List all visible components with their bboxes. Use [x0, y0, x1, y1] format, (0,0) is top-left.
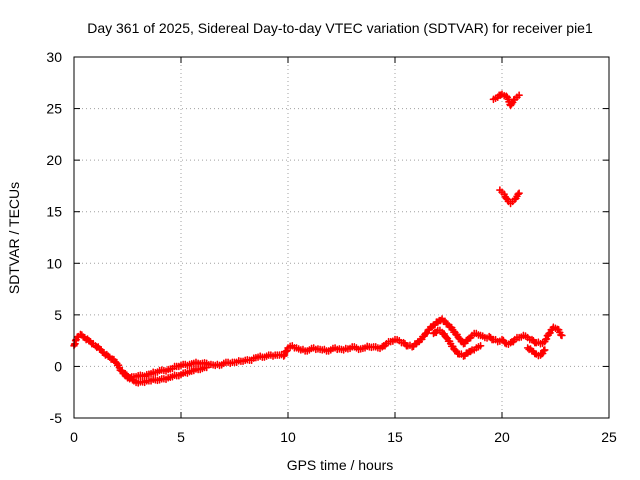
data-point: [514, 190, 522, 198]
grid: [74, 57, 609, 418]
series-0: [70, 315, 566, 383]
chart-title: Day 361 of 2025, Sidereal Day-to-day VTE…: [87, 20, 593, 36]
x-axis-label: GPS time / hours: [287, 457, 394, 473]
y-tick-label: 0: [54, 358, 62, 374]
x-tick-label: 25: [601, 429, 617, 445]
data-point: [541, 346, 549, 354]
series-3: [496, 186, 523, 208]
data-point: [515, 91, 523, 99]
y-tick-label: 20: [46, 152, 62, 168]
axis-ticks: 0 5 10 15 20 25 -5 0 5 10 15 20 25 30: [46, 49, 617, 445]
plot-frame: [73, 56, 610, 419]
series-2: [489, 90, 523, 110]
y-tick-label: 10: [46, 255, 62, 271]
data-point: [515, 189, 523, 197]
y-tick-label: -5: [50, 410, 63, 426]
series-1: [121, 326, 549, 387]
x-tick-label: 5: [177, 429, 185, 445]
x-tick-label: 20: [494, 429, 510, 445]
y-axis-label: SDTVAR / TECUs: [6, 182, 22, 294]
y-tick-label: 25: [46, 101, 62, 117]
y-tick-label: 5: [54, 307, 62, 323]
y-tick-label: 15: [46, 204, 62, 220]
x-tick-label: 0: [70, 429, 78, 445]
data-point: [279, 352, 288, 360]
y-tick-label: 30: [46, 49, 62, 65]
data-point: [280, 351, 289, 359]
data-point: [476, 342, 485, 350]
data-point: [558, 331, 566, 340]
x-tick-label: 10: [280, 429, 296, 445]
data-series: [70, 90, 566, 387]
data-point: [202, 363, 211, 372]
x-tick-label: 15: [387, 429, 403, 445]
data-point: [542, 335, 551, 343]
